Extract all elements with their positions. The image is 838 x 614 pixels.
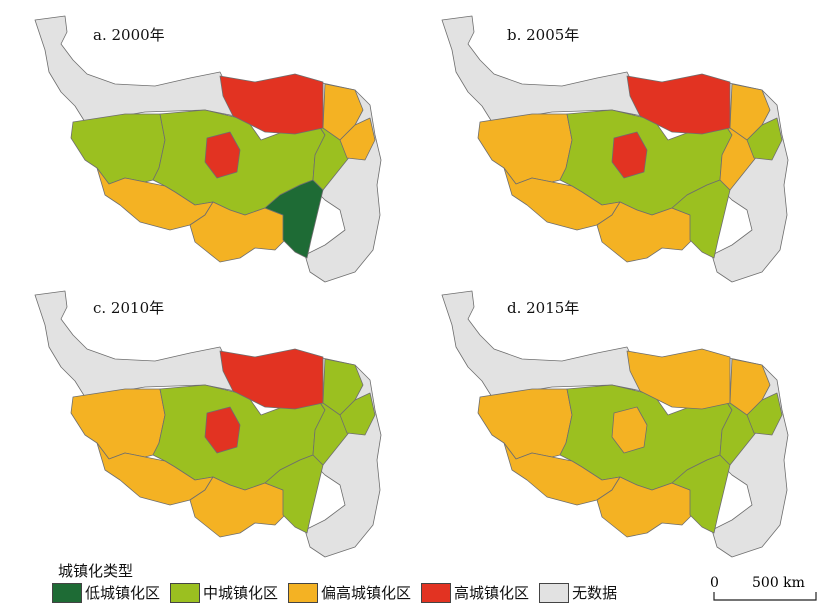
region-inner [204,131,241,179]
scale-line [713,592,817,601]
region-northmid [626,348,731,410]
scale-bar: 0 500 km [710,575,817,601]
map-svg [34,290,382,558]
region-west [477,388,573,460]
panel-title: c. 2010年 [93,299,165,317]
region-west [477,113,573,185]
map-svg [441,15,789,283]
region-west [70,388,166,460]
region-southeast [671,454,731,534]
legend-item-medium: 中城镇化区 [170,582,278,603]
legend-label: 偏高城镇化区 [321,584,412,602]
legend-item-nodata: 无数据 [539,582,617,603]
region-inner [611,131,648,179]
panel-title: a. 2000年 [93,26,165,44]
region-ne2 [746,392,783,436]
region-ne2 [339,392,376,436]
region-ne2 [339,117,376,161]
legend-label: 低城镇化区 [85,584,161,602]
legend-swatch [421,582,452,603]
map-panel-d: d. 2015年 [432,285,832,565]
region-southeast [264,454,324,534]
map-panel-a: a. 2000年 [25,10,425,290]
panel-title: d. 2015年 [507,299,580,317]
legend-title: 城镇化类型 [58,562,134,580]
legend-item-low: 低城镇化区 [52,582,160,603]
legend-label: 无数据 [572,584,618,602]
region-southeast [264,179,324,259]
scale-zero-label: 0 [710,575,719,591]
legend-label: 中城镇化区 [203,584,279,602]
legend-swatch [170,582,201,603]
map-panel-b: b. 2005年 [432,10,832,290]
map-svg [34,15,382,283]
region-west [70,113,166,185]
legend-item-high-medium: 偏高城镇化区 [288,582,411,603]
legend: 低城镇化区 中城镇化区 偏高城镇化区 高城镇化区 无数据 [52,582,627,603]
legend-swatch [288,582,319,603]
region-northmid [626,73,731,135]
region-northmid [219,348,324,410]
region-inner [204,406,241,454]
legend-label: 高城镇化区 [454,584,530,602]
legend-item-high: 高城镇化区 [421,582,529,603]
map-panel-c: c. 2010年 [25,285,425,565]
scale-distance-label: 500 km [752,575,805,591]
region-ne2 [746,117,783,161]
region-inner [611,406,648,454]
region-southeast [671,179,731,259]
map-svg [441,290,789,558]
panel-title: b. 2005年 [507,26,580,44]
legend-swatch [539,582,570,603]
region-northmid [219,73,324,135]
legend-swatch [52,582,82,603]
